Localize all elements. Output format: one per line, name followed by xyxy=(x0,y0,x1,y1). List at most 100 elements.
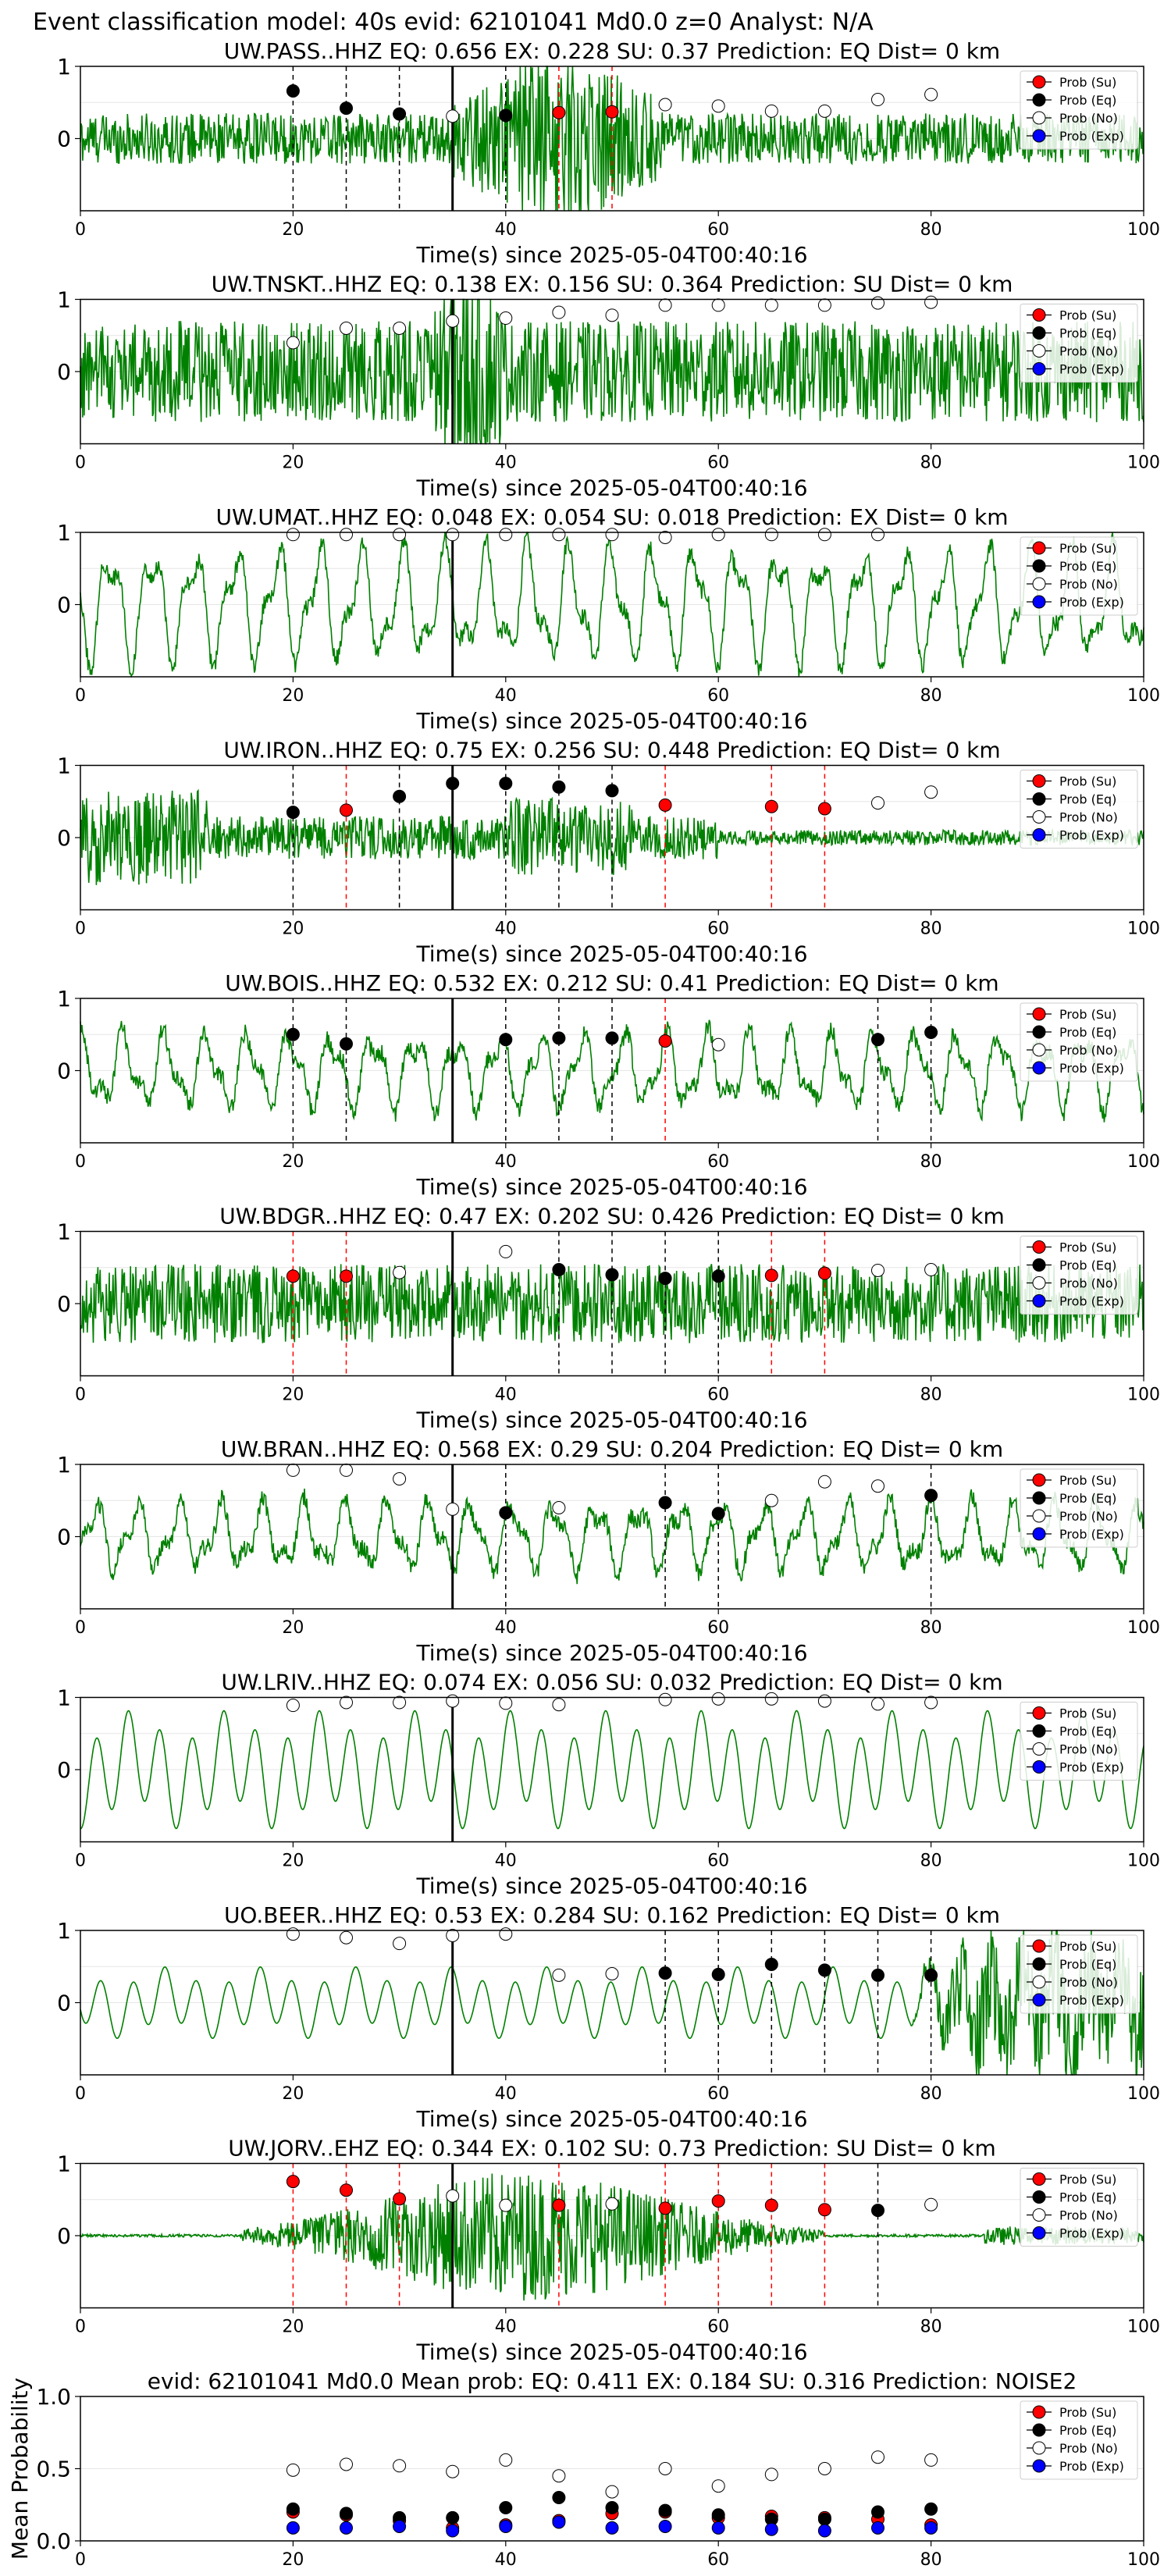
x-tick-label: 0 xyxy=(75,1386,86,1405)
y-tick-label: 0 xyxy=(57,2223,71,2249)
x-axis-label: Time(s) since 2025-05-04T00:40:16 xyxy=(415,2339,807,2365)
prob-marker-no xyxy=(658,98,672,112)
x-tick-label: 60 xyxy=(707,1386,729,1405)
prob-marker-no xyxy=(924,2197,938,2211)
prob-marker-no xyxy=(605,1967,619,1980)
prob-marker-eq xyxy=(658,1272,672,1286)
legend-label: Prob (Exp) xyxy=(1059,1993,1124,2008)
panel-title: UW.IRON..HHZ EQ: 0.75 EX: 0.256 SU: 0.44… xyxy=(223,738,1000,763)
mean-marker-no xyxy=(817,2462,831,2475)
mean-marker-eq xyxy=(499,2500,513,2514)
x-tick-label: 20 xyxy=(282,1618,304,1638)
y-tick-label: 0 xyxy=(57,126,71,152)
x-tick-label: 100 xyxy=(1127,920,1160,939)
x-tick-label: 80 xyxy=(920,1152,942,1172)
mean-marker-exp xyxy=(446,2524,460,2538)
prob-marker-eq xyxy=(658,1496,672,1510)
prob-marker-no xyxy=(658,1692,672,1706)
prob-marker-eq xyxy=(499,1506,513,1520)
x-tick-label: 20 xyxy=(282,1386,304,1405)
prob-marker-su xyxy=(711,2194,725,2208)
legend-box xyxy=(1020,1468,1138,1548)
prob-marker-no xyxy=(924,1695,938,1710)
x-tick-label: 60 xyxy=(707,2550,729,2570)
prob-marker-no xyxy=(817,528,831,542)
legend-label: Prob (Exp) xyxy=(1059,129,1124,144)
y-tick-label: 1 xyxy=(57,287,71,313)
prob-marker-eq xyxy=(499,109,513,123)
y-tick-label: 1 xyxy=(57,520,71,546)
legend-marker xyxy=(1032,1939,1046,1953)
prob-marker-eq xyxy=(711,1507,725,1521)
panel-title: UW.TNSKT..HHZ EQ: 0.138 EX: 0.156 SU: 0.… xyxy=(212,272,1013,297)
prob-marker-no xyxy=(658,530,672,544)
mean-marker-exp xyxy=(552,2515,566,2529)
prob-marker-no xyxy=(871,1697,884,1711)
x-tick-label: 20 xyxy=(282,2550,304,2570)
prob-marker-no xyxy=(552,305,566,319)
prob-marker-no xyxy=(817,298,831,312)
prob-marker-no xyxy=(286,336,300,350)
legend-marker xyxy=(1032,792,1046,806)
x-tick-label: 100 xyxy=(1127,2550,1160,2570)
prob-marker-su xyxy=(552,105,566,119)
legend-marker xyxy=(1032,93,1046,107)
legend-marker xyxy=(1032,1276,1046,1290)
panel-6: UW.BDGR..HHZ EQ: 0.47 EX: 0.202 SU: 0.42… xyxy=(57,1204,1160,1433)
mean-marker-eq xyxy=(711,2508,725,2522)
mean-marker-exp xyxy=(711,2521,725,2535)
x-tick-label: 60 xyxy=(707,2318,729,2337)
prob-marker-no xyxy=(871,1479,884,1493)
prob-marker-su xyxy=(340,1269,353,1283)
panel-title: UW.BRAN..HHZ EQ: 0.568 EX: 0.29 SU: 0.20… xyxy=(221,1436,1003,1462)
x-tick-label: 0 xyxy=(75,220,86,240)
y-tick-label: 0 xyxy=(57,1757,71,1783)
prob-marker-eq xyxy=(711,1269,725,1283)
x-tick-label: 80 xyxy=(920,2084,942,2104)
x-tick-label: 80 xyxy=(920,2550,942,2570)
prob-marker-no xyxy=(871,528,884,542)
y-tick-label: 0 xyxy=(57,1291,71,1317)
x-tick-label: 80 xyxy=(920,686,942,706)
legend-marker xyxy=(1032,2459,1046,2473)
mean-marker-exp xyxy=(393,2520,407,2533)
waveform-trace xyxy=(80,2173,1144,2301)
legend-marker xyxy=(1032,129,1046,143)
x-tick-label: 60 xyxy=(707,1618,729,1638)
legend-marker xyxy=(1032,1975,1046,1989)
x-tick-label: 0 xyxy=(75,1152,86,1172)
prob-marker-no xyxy=(286,1463,300,1477)
prob-marker-no xyxy=(286,528,300,542)
prob-marker-no xyxy=(552,1501,566,1514)
prob-marker-eq xyxy=(552,780,566,794)
panel-title: UW.UMAT..HHZ EQ: 0.048 EX: 0.054 SU: 0.0… xyxy=(216,504,1009,530)
mean-marker-exp xyxy=(286,2521,300,2535)
prob-marker-no xyxy=(446,109,460,123)
legend-label: Prob (No) xyxy=(1059,1276,1118,1291)
legend-marker xyxy=(1032,2423,1046,2437)
panel-title: UW.BOIS..HHZ EQ: 0.532 EX: 0.212 SU: 0.4… xyxy=(225,970,998,996)
x-tick-label: 100 xyxy=(1127,2084,1160,2104)
x-tick-label: 40 xyxy=(495,1618,517,1638)
x-tick-label: 60 xyxy=(707,920,729,939)
prob-marker-eq xyxy=(871,2204,884,2218)
mean-marker-exp xyxy=(817,2524,831,2538)
prob-marker-eq xyxy=(286,806,300,820)
prob-marker-no xyxy=(499,2198,513,2212)
mean-marker-eq xyxy=(658,2503,672,2517)
mean-marker-eq xyxy=(817,2512,831,2526)
legend-box xyxy=(1020,1002,1138,1082)
x-tick-label: 60 xyxy=(707,220,729,240)
prob-marker-eq xyxy=(605,1031,619,1045)
prob-marker-no xyxy=(340,1930,353,1944)
prob-marker-no xyxy=(340,1695,353,1710)
legend-label: Prob (Eq) xyxy=(1059,1957,1116,1972)
prob-marker-su xyxy=(658,2201,672,2215)
panel-11: evid: 62101041 Md0.0 Mean prob: EQ: 0.41… xyxy=(7,2368,1160,2570)
prob-marker-eq xyxy=(711,1967,725,1981)
legend: Prob (Su) Prob (Eq) Prob (No) Prob (Exp) xyxy=(1020,2168,1138,2247)
legend-marker xyxy=(1032,1760,1046,1774)
panel-title: UW.BDGR..HHZ EQ: 0.47 EX: 0.202 SU: 0.42… xyxy=(219,1204,1005,1229)
legend: Prob (Su) Prob (Eq) Prob (No) Prob (Exp) xyxy=(1020,1934,1138,2014)
waveform-trace xyxy=(80,1930,1144,2076)
